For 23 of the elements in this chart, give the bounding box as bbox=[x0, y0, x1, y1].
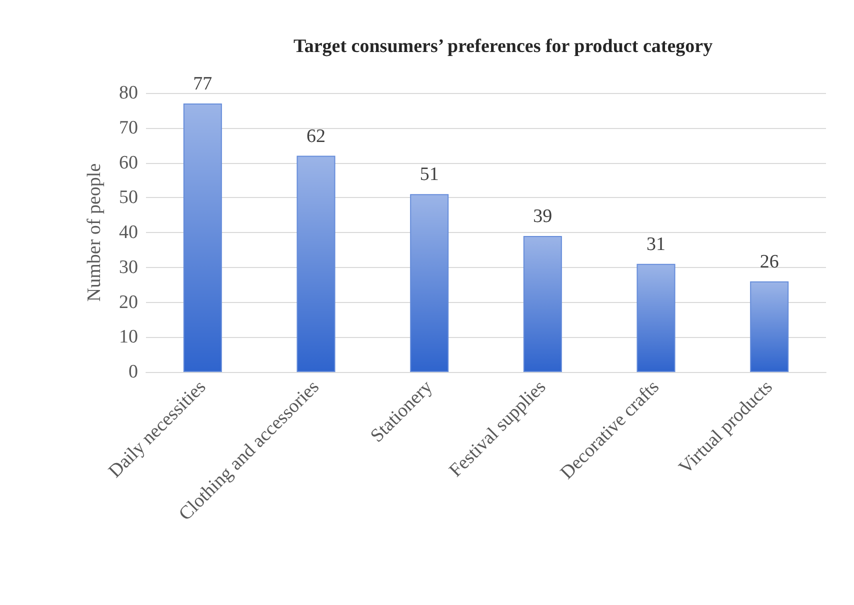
bar bbox=[183, 103, 222, 372]
bar bbox=[750, 281, 789, 372]
data-label: 31 bbox=[646, 234, 666, 255]
data-label: 77 bbox=[193, 73, 212, 94]
y-tick-label: 60 bbox=[119, 152, 138, 174]
y-tick-label: 70 bbox=[119, 117, 138, 138]
bar bbox=[296, 156, 336, 372]
y-tick-label: 30 bbox=[119, 256, 138, 278]
y-tick-label: 0 bbox=[128, 362, 138, 382]
data-label: 26 bbox=[760, 251, 779, 272]
data-label: 39 bbox=[533, 206, 552, 227]
bar bbox=[410, 194, 449, 372]
data-label: 51 bbox=[420, 164, 439, 186]
y-tick-label: 40 bbox=[119, 222, 138, 243]
bar bbox=[523, 236, 562, 372]
data-label: 62 bbox=[306, 126, 326, 147]
y-axis-title: Number of people bbox=[84, 163, 105, 302]
y-tick-label: 50 bbox=[119, 187, 138, 208]
y-tick-label: 10 bbox=[119, 326, 138, 348]
bar bbox=[636, 264, 676, 372]
y-tick-label: 80 bbox=[119, 82, 138, 104]
chart-title: Target consumers’ preferences for product category bbox=[293, 36, 714, 57]
y-tick-label: 20 bbox=[119, 292, 138, 313]
